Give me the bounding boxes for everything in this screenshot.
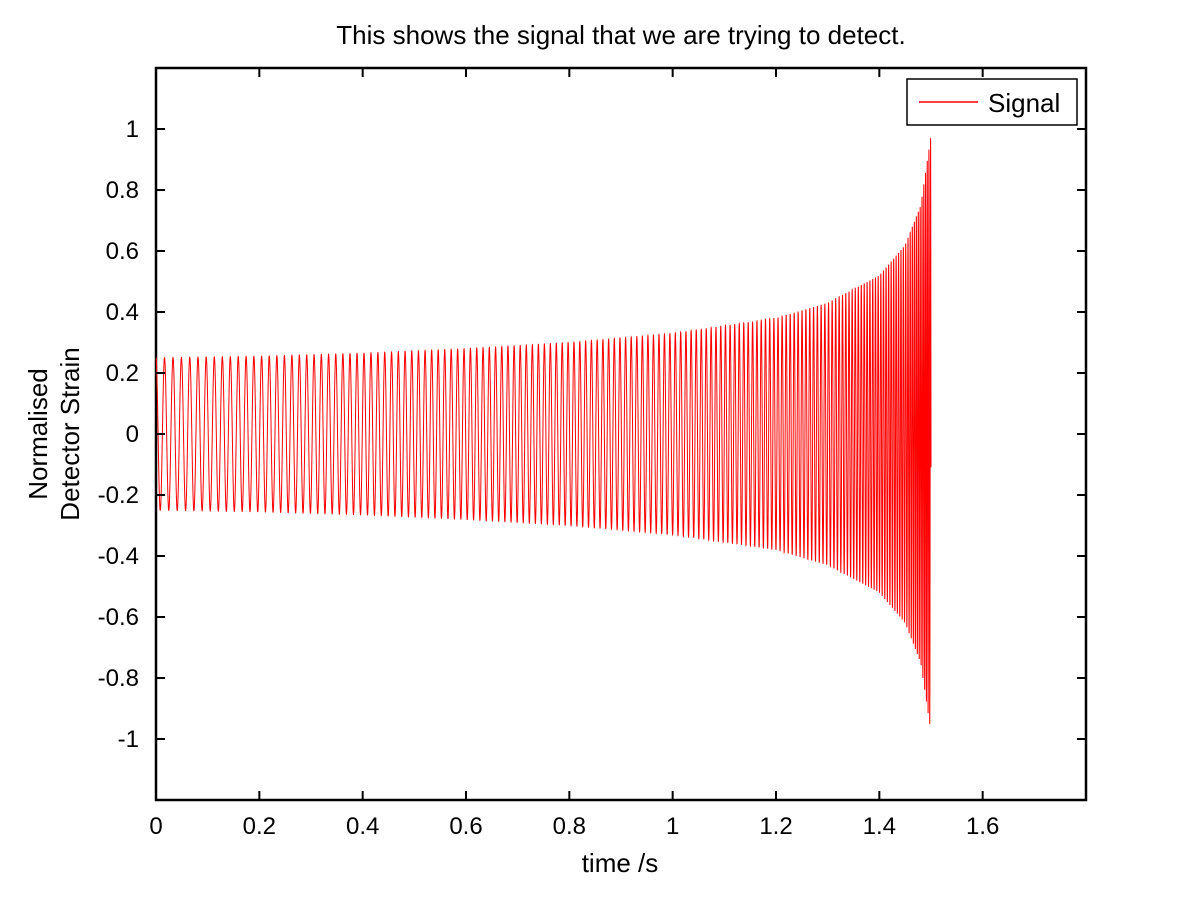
- y-axis-label: Normalised Detector Strain: [23, 347, 85, 520]
- y-tick-label: 0.2: [106, 360, 139, 387]
- axis-ticks: [155, 68, 1086, 800]
- x-tick-label: 0.2: [243, 813, 276, 840]
- x-tick-label: 1: [666, 813, 679, 840]
- y-tick-label: -0.8: [98, 665, 139, 692]
- signal-line: [155, 138, 932, 725]
- y-axis-label-line-2: Detector Strain: [55, 347, 85, 520]
- y-tick-labels: 1 0.8 0.6 0.4 0.2 0 -0.2 -0.4 -0.6 -0.8 -1: [98, 116, 139, 753]
- legend: Signal: [906, 78, 1078, 126]
- y-tick-label: 0.8: [106, 177, 139, 204]
- x-tick-label: 0.8: [553, 813, 586, 840]
- x-tick-label: 0.4: [346, 813, 379, 840]
- y-tick-label: 0: [126, 421, 139, 448]
- x-tick-label: 0.6: [449, 813, 482, 840]
- chart-title: This shows the signal that we are trying…: [336, 20, 905, 50]
- y-tick-label: 1: [126, 116, 139, 143]
- y-tick-label: -1: [118, 726, 139, 753]
- x-tick-labels: 0 0.2 0.4 0.6 0.8 1 1.2 1.4 1.6: [149, 813, 999, 840]
- y-tick-label: 0.6: [106, 238, 139, 265]
- y-axis-label-line-1: Normalised: [23, 368, 53, 500]
- x-axis-label: time /s: [582, 848, 659, 878]
- y-tick-label: -0.4: [98, 543, 139, 570]
- x-tick-label: 1.2: [759, 813, 792, 840]
- x-tick-label: 1.4: [863, 813, 896, 840]
- y-tick-label: -0.6: [98, 604, 139, 631]
- y-tick-label: 0.4: [106, 299, 139, 326]
- x-tick-label: 0: [149, 813, 162, 840]
- legend-label: Signal: [988, 88, 1060, 118]
- x-tick-label: 1.6: [966, 813, 999, 840]
- signal-series: [155, 138, 932, 725]
- y-tick-label: -0.2: [98, 482, 139, 509]
